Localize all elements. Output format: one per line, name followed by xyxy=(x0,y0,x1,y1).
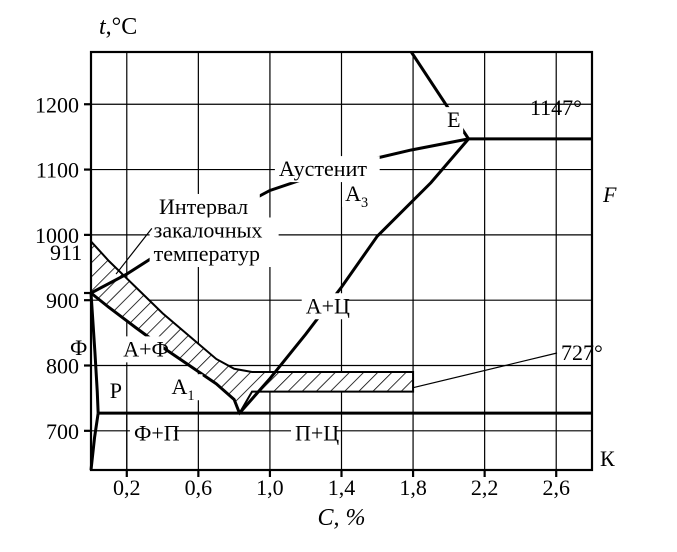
K: К xyxy=(600,446,615,471)
region-labels: t,°С С, % Аустенит Интервалзакалочныхтемпер… xyxy=(70,14,617,531)
xlabel: 1,4 xyxy=(328,475,356,500)
T_1147: 1147° xyxy=(530,95,582,120)
P_plus_C: П+Ц xyxy=(295,421,339,446)
interval_l1: Интервал xyxy=(159,194,248,219)
F: Ф xyxy=(70,335,87,360)
A_plus_F: А+Ф xyxy=(123,336,169,361)
ylabel: 1200 xyxy=(35,92,79,117)
Fital: F xyxy=(602,182,617,207)
y-axis-title: t,°С xyxy=(99,14,137,40)
xlabel: 1,0 xyxy=(256,475,284,500)
interval_l3: температур xyxy=(154,241,260,266)
ylabel: 900 xyxy=(46,288,79,313)
xlabel: 1,8 xyxy=(399,475,427,500)
ylabel: 1100 xyxy=(36,158,79,183)
F_plus_P: Ф+П xyxy=(134,421,180,446)
P: P xyxy=(110,378,122,403)
x-axis-title: С, % xyxy=(318,505,366,531)
xlabel: 0,2 xyxy=(113,475,141,500)
E: E xyxy=(447,107,460,132)
xlabel: 0,6 xyxy=(185,475,213,500)
xlabel: 2,2 xyxy=(471,475,499,500)
ylabel-911: 911 xyxy=(50,240,82,265)
A_plus_C: А+Ц xyxy=(306,293,350,318)
ylabel: 700 xyxy=(46,419,79,444)
xlabel: 2,6 xyxy=(542,475,570,500)
austenite: Аустенит xyxy=(279,156,367,181)
T_727: 727° xyxy=(561,340,603,365)
phase-diagram: 0,20,61,01,41,82,22,67008009001000110012… xyxy=(0,0,677,552)
interval_l2: закалочных xyxy=(154,217,263,242)
